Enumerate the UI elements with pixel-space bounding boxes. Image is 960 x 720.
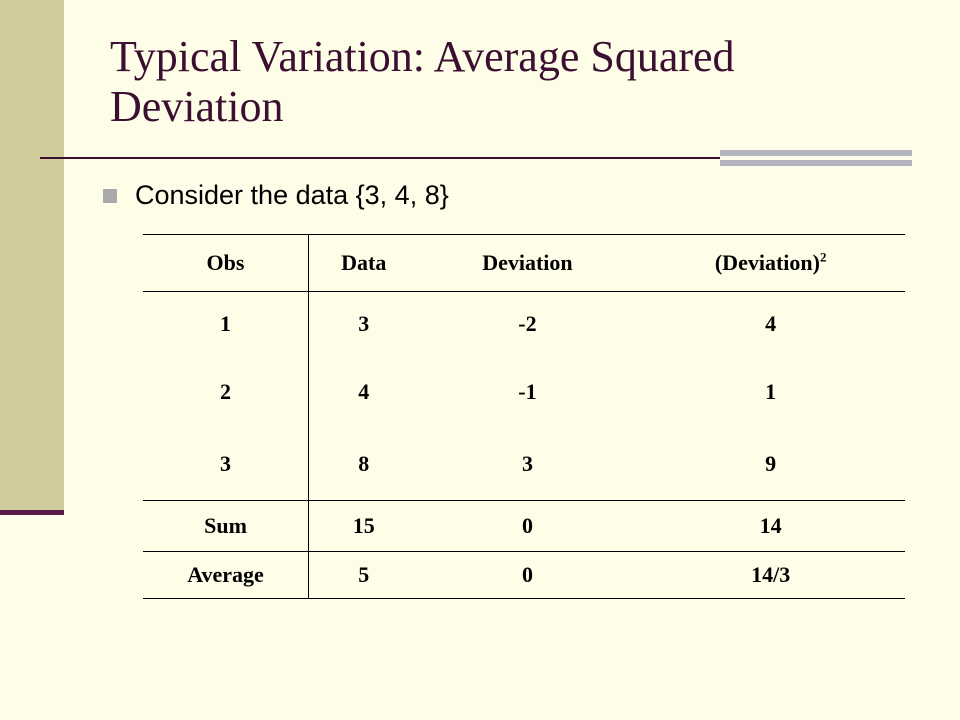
average-label: Average: [143, 551, 309, 599]
bullet-item: Consider the data {3, 4, 8}: [103, 180, 449, 211]
cell-data: 3: [358, 311, 370, 336]
title-decorative-double-rule: [720, 150, 912, 166]
left-bar-accent-line: [0, 510, 64, 515]
square-bullet-icon: [103, 188, 117, 203]
sum-deviation: 0: [418, 500, 637, 552]
cell-squared-deviation: 1: [765, 379, 777, 404]
average-deviation: 0: [418, 551, 637, 599]
cell-deviation: 3: [418, 428, 637, 501]
cell-data: 8: [308, 428, 419, 501]
bullet-text: Consider the data {3, 4, 8}: [135, 180, 449, 210]
average-row: Average 5 0 14/3: [143, 551, 905, 599]
average-data: 5: [308, 551, 419, 599]
header-squared-deviation: (Deviation)2: [636, 234, 905, 292]
table-header-row: Obs Data Deviation (Deviation)2: [143, 234, 905, 292]
header-squared-deviation-text: (Deviation): [714, 250, 820, 275]
header-deviation: Deviation: [418, 234, 637, 292]
cell-obs: 1: [143, 291, 309, 356]
header-obs: Obs: [143, 234, 309, 292]
sum-squared-deviation: 14: [636, 500, 905, 552]
header-squared-exponent: 2: [819, 249, 827, 265]
sum-row: Sum 15 0 14: [143, 500, 905, 552]
header-data: Data: [308, 234, 419, 292]
table-row: 2 4 -1 1: [143, 356, 905, 428]
sum-label: Sum: [143, 500, 309, 552]
title-underline: [40, 157, 720, 159]
sum-data: 15: [308, 500, 419, 552]
deviation-table: Obs Data Deviation (Deviation)2 1 3 -2 4…: [143, 234, 905, 599]
cell-obs: 3: [143, 428, 309, 501]
average-squared-deviation: 14/3: [636, 551, 905, 599]
cell-squared-deviation: 9: [636, 428, 905, 501]
table-row: 1 3 -2 4: [143, 291, 905, 356]
cell-obs: 2: [143, 356, 309, 428]
slide-title: Typical Variation: Average Squared Devia…: [110, 32, 735, 132]
cell-squared-deviation: 4: [765, 311, 777, 336]
cell-deviation: -1: [518, 379, 537, 404]
cell-deviation: -2: [518, 311, 537, 336]
table-row: 3 8 3 9: [143, 428, 905, 501]
cell-data: 4: [358, 379, 370, 404]
left-decorative-bar: [0, 0, 64, 512]
